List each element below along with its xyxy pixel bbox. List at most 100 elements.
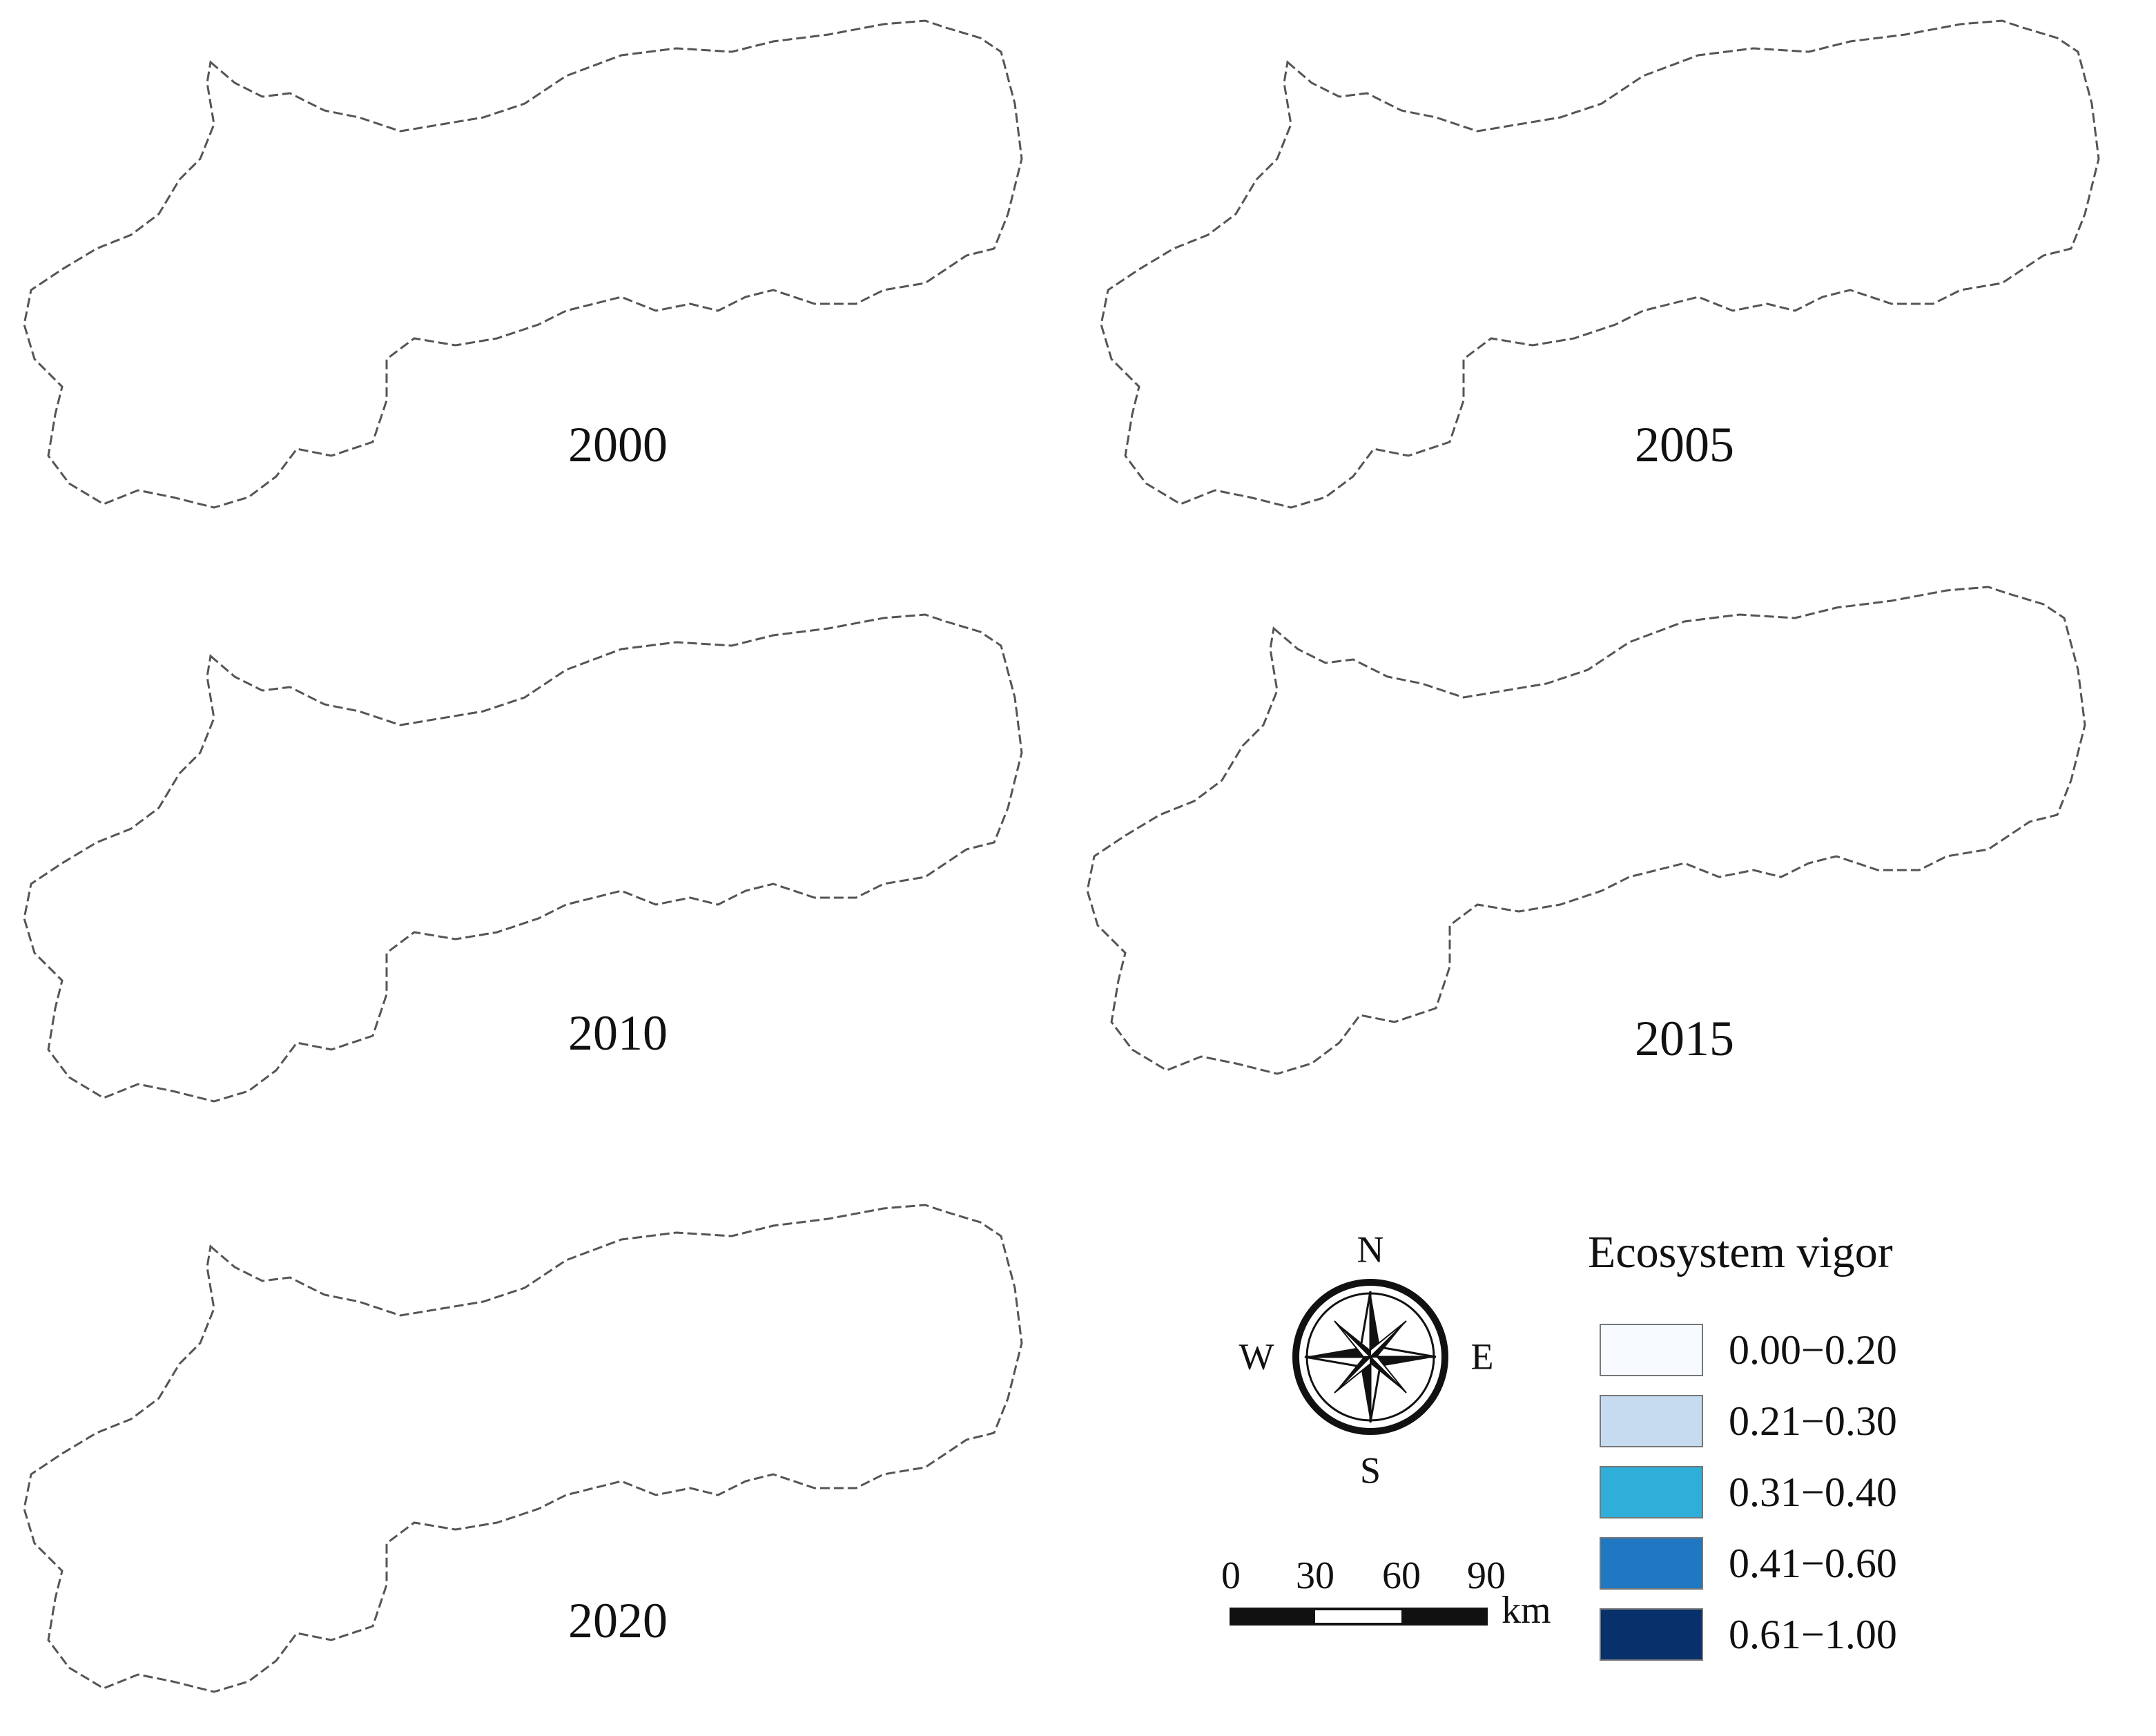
- map-cell: [1280, 21, 1296, 30]
- map-cell: [1538, 211, 1554, 227]
- map-cell: [1432, 75, 1448, 90]
- map-cell: [203, 760, 219, 775]
- map-cell: [385, 151, 401, 166]
- map-cell: [1948, 454, 1964, 470]
- map-cell: [962, 44, 978, 60]
- map-cell: [324, 211, 340, 227]
- map-cell: [1963, 500, 1979, 508]
- map-cell: [2085, 120, 2099, 136]
- map-cell: [431, 318, 447, 334]
- map-cell: [1948, 105, 1964, 121]
- map-cell: [2100, 14, 2116, 30]
- map-cell: [978, 59, 993, 75]
- map-cell: [97, 439, 113, 455]
- map-cell: [917, 394, 933, 409]
- map-cell: [431, 105, 447, 121]
- map-cell: [2070, 135, 2086, 151]
- map-cell: [1918, 151, 1934, 166]
- map-cell: [309, 668, 325, 684]
- map-cell: [142, 881, 158, 897]
- map-cell: [537, 424, 553, 440]
- map-cell: [324, 470, 340, 485]
- map-cell: [218, 623, 234, 639]
- map-cell: [583, 287, 599, 303]
- map-cell: [1948, 44, 1964, 60]
- map-cell: [856, 257, 872, 273]
- map-cell: [309, 775, 325, 791]
- map-cell: [1629, 394, 1645, 409]
- map-cell: [1143, 135, 1159, 151]
- map-cell: [993, 485, 1009, 501]
- map-cell: [81, 181, 97, 197]
- map-cell: [1842, 226, 1858, 242]
- map-cell: [2024, 454, 2040, 470]
- map-cell: [51, 211, 67, 227]
- map-cell: [1538, 181, 1554, 197]
- map-cell: [97, 729, 113, 745]
- map-cell: [674, 242, 690, 258]
- map-cell: [264, 196, 280, 212]
- map-cell: [841, 378, 857, 394]
- map-cell: [689, 439, 705, 455]
- map-cell: [1796, 226, 1812, 242]
- map-cell: [765, 196, 781, 212]
- map-cell: [36, 75, 52, 90]
- map-cell: [537, 333, 553, 349]
- map-cell: [294, 470, 310, 485]
- map-cell: [522, 378, 538, 394]
- map-cell: [188, 348, 204, 364]
- map-cell: [1113, 287, 1129, 303]
- map-cell: [112, 21, 128, 30]
- map-cell: [826, 424, 842, 440]
- map-cell: [507, 21, 523, 30]
- map-cell: [613, 348, 629, 364]
- map-cell: [1219, 363, 1235, 379]
- map-cell: [810, 90, 826, 106]
- map-cell: [1341, 120, 1357, 136]
- map-cell: [2024, 424, 2040, 440]
- map-cell: [24, 272, 37, 288]
- map-cell: [1736, 196, 1751, 212]
- map-cell: [188, 851, 204, 867]
- map-cell: [112, 211, 128, 227]
- map-cell: [112, 29, 128, 45]
- map-cell: [66, 714, 82, 730]
- map-cell: [1234, 226, 1250, 242]
- map-cell: [886, 242, 902, 258]
- map-cell: [735, 454, 750, 470]
- map-cell: [112, 912, 128, 927]
- map-cell: [932, 394, 948, 409]
- map-cell: [188, 29, 204, 45]
- map-cell: [795, 485, 811, 501]
- map-cell: [1842, 424, 1858, 440]
- map-cell: [1963, 166, 1979, 182]
- map-cell: [537, 454, 553, 470]
- map-cell: [249, 790, 264, 806]
- map-cell: [112, 744, 128, 760]
- map-cell: [1432, 166, 1448, 182]
- map-cell: [735, 363, 750, 379]
- map-cell: [340, 866, 356, 882]
- map-cell: [1204, 333, 1220, 349]
- map-cell: [1386, 409, 1402, 425]
- map-cell: [537, 272, 553, 288]
- map-cell: [461, 318, 477, 334]
- map-cell: [1553, 470, 1569, 485]
- map-cell: [856, 135, 872, 151]
- map-cell: [1614, 287, 1630, 303]
- map-cell: [157, 151, 173, 166]
- map-cell: [1101, 257, 1114, 273]
- map-cell: [324, 181, 340, 197]
- map-cell: [1523, 135, 1539, 151]
- map-cell: [1857, 151, 1873, 166]
- map-cell: [962, 333, 978, 349]
- map-cell: [218, 790, 234, 806]
- map-cell: [1523, 166, 1539, 182]
- map-cell: [36, 896, 52, 912]
- map-cell: [780, 21, 796, 30]
- map-cell: [1295, 333, 1311, 349]
- map-cell: [1736, 348, 1751, 364]
- map-cell: [203, 439, 219, 455]
- map-cell: [127, 714, 143, 730]
- map-cell: [1629, 348, 1645, 364]
